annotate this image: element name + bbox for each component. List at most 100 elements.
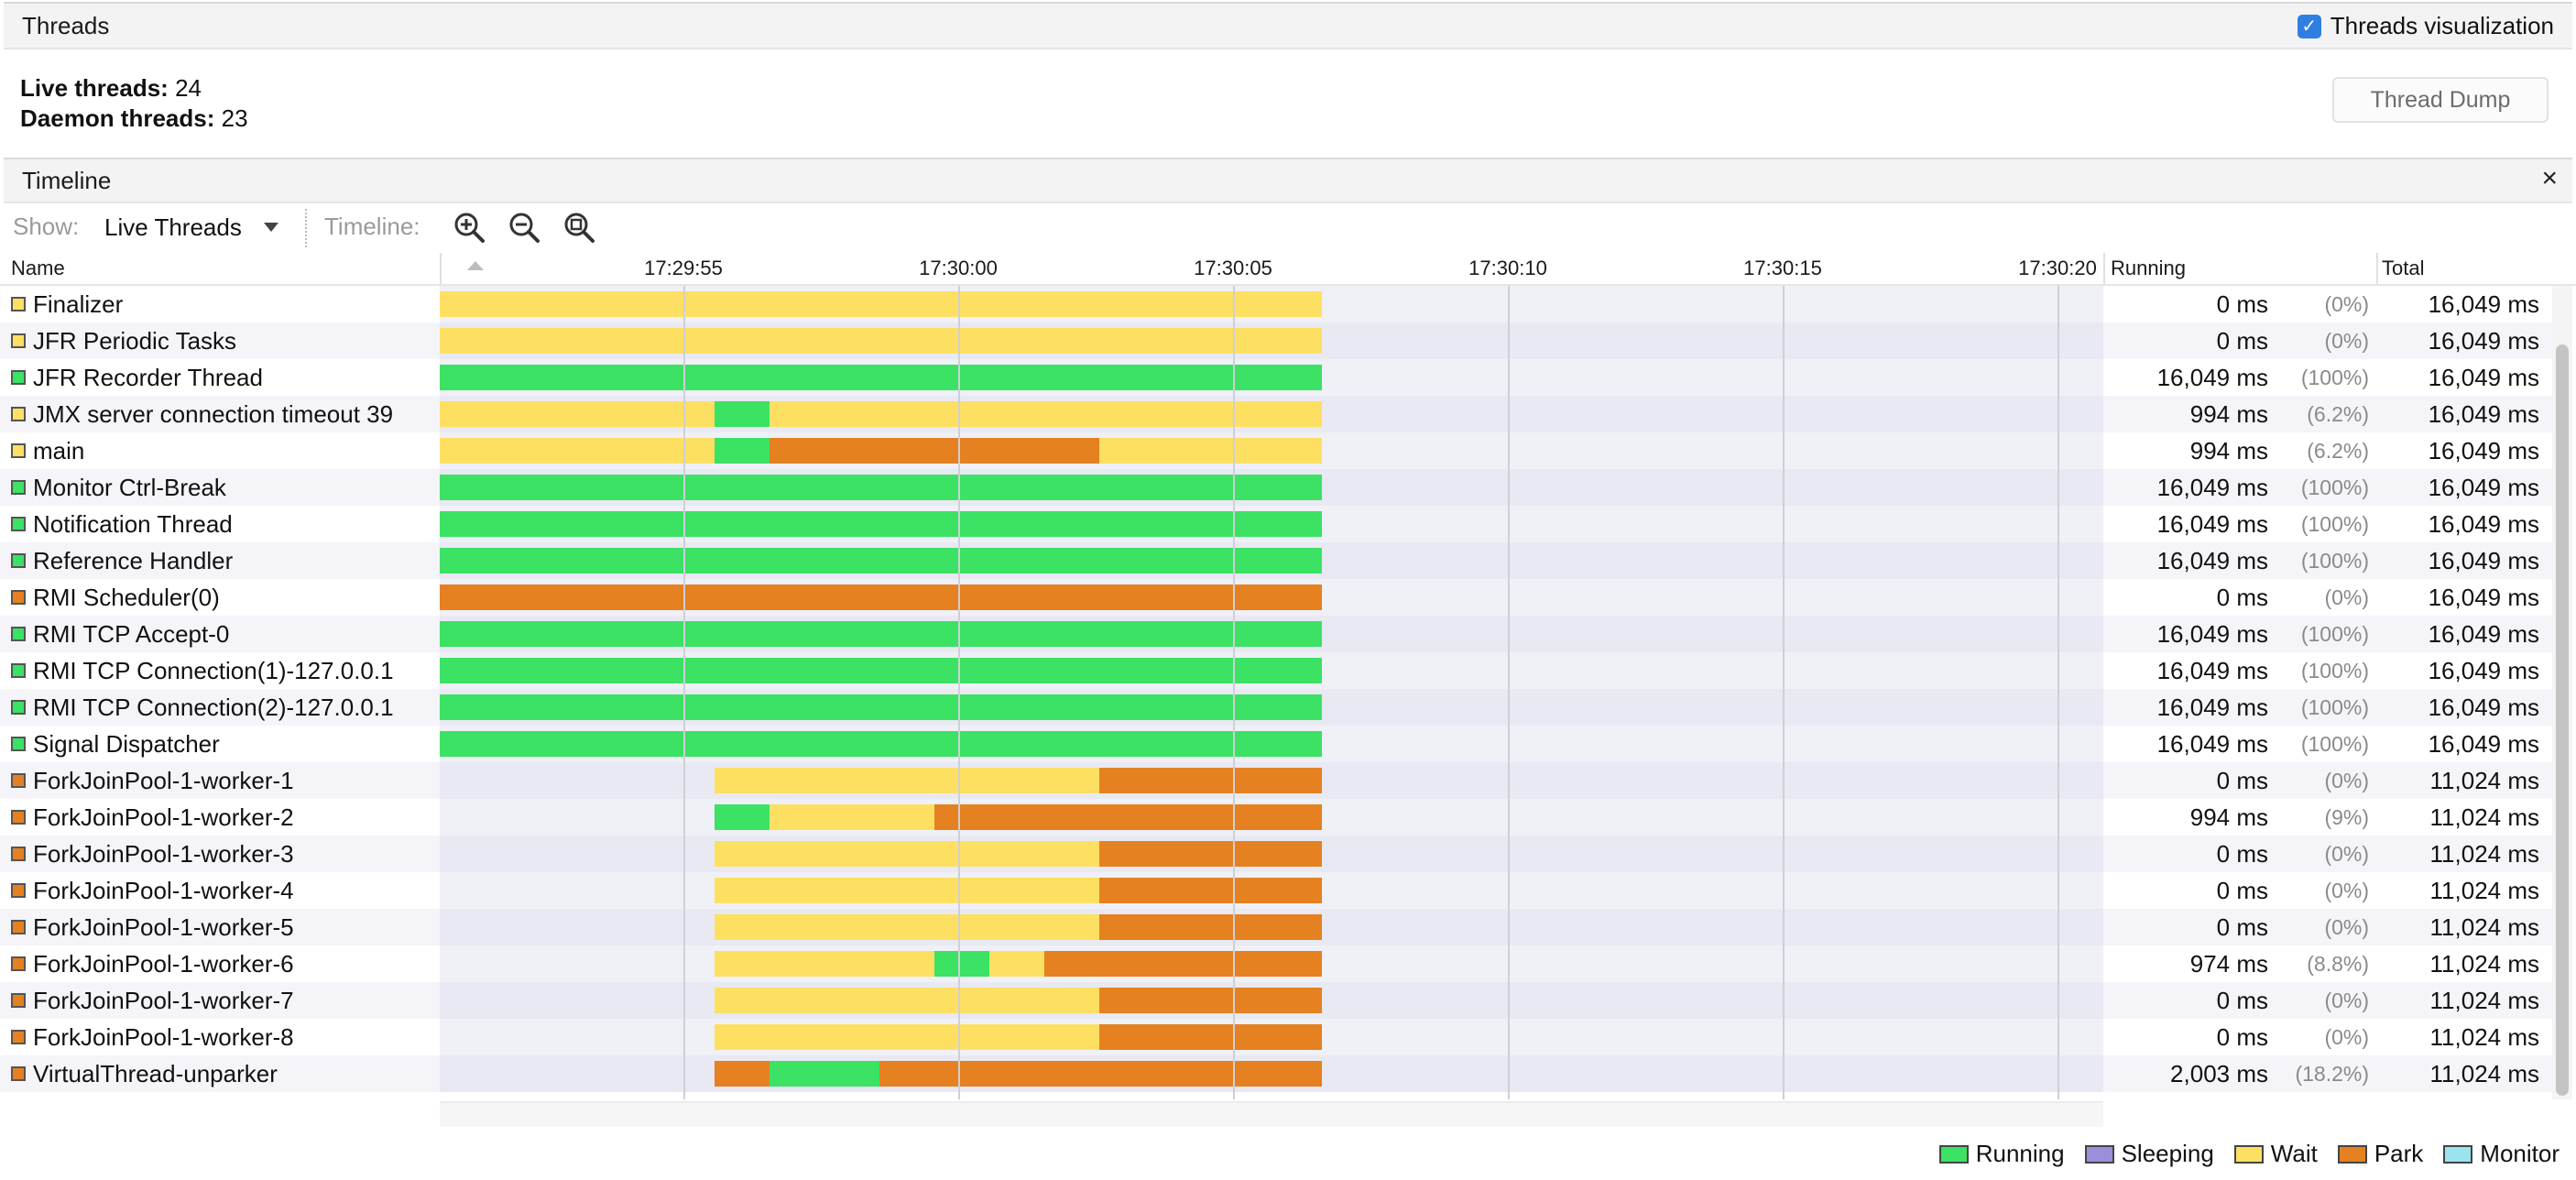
- thread-dump-button[interactable]: Thread Dump: [2332, 77, 2549, 123]
- table-row[interactable]: ForkJoinPool-1-worker-4 0 ms (0%) 11,024 ms: [0, 872, 2556, 909]
- state-segment-running: [440, 658, 1322, 683]
- table-row[interactable]: RMI TCP Connection(2)-127.0.0.1 16,049 ms…: [0, 689, 2556, 726]
- timeline-gridline: [683, 286, 685, 1099]
- checkbox-checked-icon[interactable]: ✓: [2297, 14, 2321, 38]
- state-segment-wait: [1099, 438, 1322, 464]
- thread-name: ForkJoinPool-1-worker-1: [33, 766, 294, 794]
- thread-timeline-track[interactable]: [440, 432, 2103, 469]
- time-tick-label: 17:30:00: [919, 257, 998, 279]
- thread-timeline-track[interactable]: [440, 616, 2103, 652]
- table-row[interactable]: Monitor Ctrl-Break 16,049 ms (100%) 16,049 …: [0, 469, 2556, 506]
- total-time: 16,049 ms: [2428, 656, 2539, 684]
- table-row[interactable]: ForkJoinPool-1-worker-2 994 ms (9%) 11,024 …: [0, 799, 2556, 836]
- thread-state-swatch: [11, 1030, 26, 1044]
- thread-timeline-track[interactable]: [440, 542, 2103, 579]
- thread-timeline-track[interactable]: [440, 726, 2103, 762]
- zoom-out-icon[interactable]: [506, 209, 542, 246]
- show-select[interactable]: Live Threads: [92, 209, 288, 246]
- thread-name-cell: RMI TCP Accept-0: [11, 616, 229, 652]
- state-segment-wait: [715, 768, 1099, 793]
- vertical-scrollbar-thumb[interactable]: [2556, 344, 2569, 1096]
- column-divider[interactable]: [2103, 253, 2105, 284]
- table-row[interactable]: RMI TCP Accept-0 16,049 ms (100%) 16,049 ms: [0, 616, 2556, 652]
- running-time: 994 ms: [2189, 436, 2268, 464]
- timeline-zoom-label: Timeline:: [324, 213, 420, 240]
- thread-timeline-track[interactable]: [440, 909, 2103, 945]
- table-row[interactable]: main 994 ms (6.2%) 16,049 ms: [0, 432, 2556, 469]
- table-row[interactable]: JMX server connection timeout 39 994 ms (6…: [0, 396, 2556, 432]
- table-row[interactable]: Reference Handler 16,049 ms (100%) 16,049 m…: [0, 542, 2556, 579]
- total-column-header[interactable]: Total: [2382, 257, 2425, 279]
- state-segment-park: [1099, 988, 1322, 1013]
- state-segment-park: [1099, 1024, 1322, 1050]
- timeline-horizontal-scrollbar[interactable]: [440, 1101, 2103, 1127]
- table-row[interactable]: RMI TCP Connection(1)-127.0.0.1 16,049 ms…: [0, 652, 2556, 689]
- table-row[interactable]: ForkJoinPool-1-worker-5 0 ms (0%) 11,024 ms: [0, 909, 2556, 945]
- state-segment-park: [1044, 951, 1322, 977]
- table-row[interactable]: ForkJoinPool-1-worker-8 0 ms (0%) 11,024 ms: [0, 1019, 2556, 1055]
- table-row[interactable]: Finalizer 0 ms (0%) 16,049 ms: [0, 286, 2556, 322]
- table-row[interactable]: ForkJoinPool-1-worker-1 0 ms (0%) 11,024 ms: [0, 762, 2556, 799]
- running-percent: (100%): [2300, 694, 2369, 719]
- close-icon[interactable]: ×: [2541, 163, 2558, 193]
- thread-name: Notification Thread: [33, 509, 233, 538]
- thread-timeline-track[interactable]: [440, 506, 2103, 542]
- thread-timeline-track[interactable]: [440, 872, 2103, 909]
- threads-visualization-toggle[interactable]: ✓ Threads visualization: [2297, 12, 2554, 40]
- table-row[interactable]: RMI Scheduler(0) 0 ms (0%) 16,049 ms: [0, 579, 2556, 616]
- thread-name: Reference Handler: [33, 546, 234, 574]
- thread-name: ForkJoinPool-1-worker-6: [33, 949, 294, 978]
- table-row[interactable]: ForkJoinPool-1-worker-7 0 ms (0%) 11,024 ms: [0, 982, 2556, 1019]
- table-row[interactable]: Notification Thread 16,049 ms (100%) 16,049…: [0, 506, 2556, 542]
- table-row[interactable]: Signal Dispatcher 16,049 ms (100%) 16,049 m…: [0, 726, 2556, 762]
- running-time: 0 ms: [2216, 326, 2268, 355]
- thread-timeline-track[interactable]: [440, 652, 2103, 689]
- thread-timeline-track[interactable]: [440, 286, 2103, 322]
- column-divider[interactable]: [2376, 253, 2378, 284]
- thread-timeline-track[interactable]: [440, 579, 2103, 616]
- thread-timeline-track[interactable]: [440, 322, 2103, 359]
- thread-name-cell: ForkJoinPool-1-worker-8: [11, 1019, 294, 1055]
- thread-state-swatch: [11, 737, 26, 751]
- running-column-header[interactable]: Running: [2111, 257, 2186, 279]
- thread-timeline-track[interactable]: [440, 836, 2103, 872]
- zoom-in-icon[interactable]: [451, 209, 487, 246]
- total-time: 11,024 ms: [2429, 766, 2539, 794]
- table-row[interactable]: ForkJoinPool-1-worker-3 0 ms (0%) 11,024 ms: [0, 836, 2556, 872]
- table-row[interactable]: JFR Periodic Tasks 0 ms (0%) 16,049 ms: [0, 322, 2556, 359]
- state-legend: Running Sleeping Wait Park Monitor: [1938, 1140, 2560, 1168]
- zoom-fit-icon[interactable]: [561, 209, 597, 246]
- thread-timeline-track[interactable]: [440, 689, 2103, 726]
- legend-swatch: [2443, 1144, 2473, 1164]
- legend-label: Running: [1975, 1140, 2065, 1167]
- thread-state-swatch: [11, 663, 26, 678]
- thread-name-cell: RMI TCP Connection(1)-127.0.0.1: [11, 652, 394, 689]
- thread-timeline-track[interactable]: [440, 1055, 2103, 1092]
- table-row[interactable]: JFR Recorder Thread 16,049 ms (100%) 16,049…: [0, 359, 2556, 396]
- column-divider[interactable]: [440, 253, 442, 284]
- sort-ascending-icon: [467, 261, 484, 270]
- thread-timeline-track[interactable]: [440, 945, 2103, 982]
- thread-table: Finalizer 0 ms (0%) 16,049 ms JFR Periodic T…: [0, 286, 2576, 1092]
- table-row[interactable]: VirtualThread-unparker 2,003 ms (18.2%) 11,…: [0, 1055, 2556, 1092]
- thread-state-swatch: [11, 627, 26, 641]
- timeline-section-title: Timeline: [22, 167, 112, 194]
- thread-timeline-track[interactable]: [440, 799, 2103, 836]
- table-row[interactable]: ForkJoinPool-1-worker-6 974 ms (8.8%) 11,02…: [0, 945, 2556, 982]
- state-segment-wait: [715, 988, 1099, 1013]
- thread-timeline-track[interactable]: [440, 359, 2103, 396]
- thread-timeline-track[interactable]: [440, 396, 2103, 432]
- running-percent: (0%): [2324, 878, 2369, 902]
- running-percent: (100%): [2300, 475, 2369, 499]
- thread-timeline-track[interactable]: [440, 469, 2103, 506]
- thread-timeline-track[interactable]: [440, 982, 2103, 1019]
- thread-name-cell: ForkJoinPool-1-worker-2: [11, 799, 294, 836]
- running-time: 974 ms: [2189, 949, 2268, 978]
- total-time: 11,024 ms: [2429, 876, 2539, 904]
- running-time: 16,049 ms: [2156, 509, 2268, 538]
- state-segment-park: [715, 1061, 770, 1087]
- name-column-header[interactable]: Name: [11, 257, 65, 279]
- running-time: 16,049 ms: [2156, 363, 2268, 391]
- thread-timeline-track[interactable]: [440, 762, 2103, 799]
- thread-timeline-track[interactable]: [440, 1019, 2103, 1055]
